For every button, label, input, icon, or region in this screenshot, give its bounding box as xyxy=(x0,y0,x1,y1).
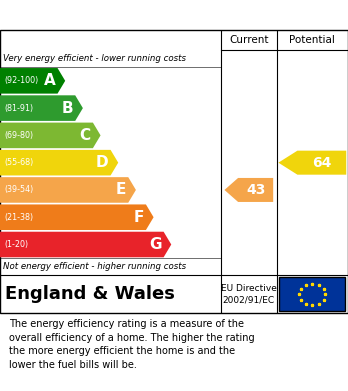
Text: (81-91): (81-91) xyxy=(4,104,33,113)
Text: (39-54): (39-54) xyxy=(4,185,33,194)
Polygon shape xyxy=(278,151,346,175)
Polygon shape xyxy=(0,150,118,176)
Text: (55-68): (55-68) xyxy=(4,158,33,167)
Polygon shape xyxy=(0,204,153,230)
Text: F: F xyxy=(134,210,144,225)
Text: Current: Current xyxy=(229,35,269,45)
Text: A: A xyxy=(44,74,55,88)
Text: (1-20): (1-20) xyxy=(4,240,28,249)
Text: (69-80): (69-80) xyxy=(4,131,33,140)
Text: Potential: Potential xyxy=(290,35,335,45)
Text: Energy Efficiency Rating: Energy Efficiency Rating xyxy=(9,6,238,24)
Text: England & Wales: England & Wales xyxy=(5,285,175,303)
Text: The energy efficiency rating is a measure of the
overall efficiency of a home. T: The energy efficiency rating is a measur… xyxy=(9,319,254,370)
Polygon shape xyxy=(0,177,136,203)
Text: (92-100): (92-100) xyxy=(4,76,38,85)
Text: (21-38): (21-38) xyxy=(4,213,33,222)
Polygon shape xyxy=(0,123,101,148)
Polygon shape xyxy=(0,95,83,121)
Text: C: C xyxy=(80,128,91,143)
Polygon shape xyxy=(0,232,171,257)
Polygon shape xyxy=(0,68,65,93)
Polygon shape xyxy=(224,178,273,202)
Text: B: B xyxy=(62,100,73,116)
Text: 64: 64 xyxy=(312,156,332,170)
Bar xyxy=(279,277,345,311)
Text: E: E xyxy=(116,183,126,197)
Text: G: G xyxy=(149,237,161,252)
Text: EU Directive
2002/91/EC: EU Directive 2002/91/EC xyxy=(221,284,277,304)
Text: Very energy efficient - lower running costs: Very energy efficient - lower running co… xyxy=(3,54,187,63)
Text: D: D xyxy=(96,155,109,170)
Text: Not energy efficient - higher running costs: Not energy efficient - higher running co… xyxy=(3,262,187,271)
Text: 43: 43 xyxy=(246,183,265,197)
